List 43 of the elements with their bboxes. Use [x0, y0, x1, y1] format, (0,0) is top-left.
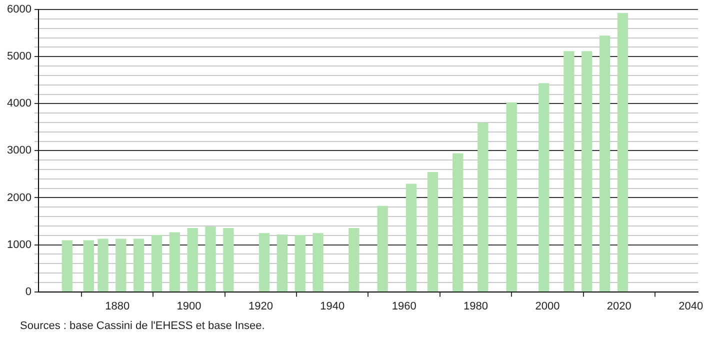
y-tick-label: 1000: [6, 238, 32, 251]
bar: [294, 235, 306, 292]
bar: [617, 13, 628, 292]
bar: [83, 240, 94, 292]
source-note: Sources : base Cassini de l'EHESS et base Insee.: [20, 320, 265, 332]
bar: [406, 184, 417, 292]
bar: [348, 228, 360, 292]
bar: [62, 240, 72, 292]
bar: [564, 51, 574, 292]
bar: [452, 153, 464, 292]
bar: [205, 226, 216, 292]
bar: [169, 232, 180, 292]
bar: [599, 36, 610, 292]
y-tick-label: 4000: [6, 98, 32, 110]
bar: [258, 233, 270, 292]
bar: [116, 238, 126, 292]
bar: [151, 235, 162, 292]
y-tick-label: 0: [25, 286, 32, 298]
bar: [582, 51, 592, 292]
x-tick-label: 1920: [248, 300, 273, 312]
bar: [187, 228, 198, 292]
bar: [312, 233, 324, 292]
bar: [506, 102, 517, 292]
x-tick-label: 1960: [392, 300, 416, 312]
bar: [538, 83, 550, 292]
bar: [276, 234, 288, 292]
bar: [134, 238, 144, 292]
y-tick-label: 6000: [6, 4, 32, 16]
bar: [377, 206, 388, 292]
y-tick-label: 3000: [6, 144, 32, 157]
x-tick-label: 1880: [105, 300, 130, 312]
x-tick-label: 2020: [606, 300, 632, 312]
x-tick-label: 1900: [176, 300, 202, 312]
y-tick-label: 5000: [6, 50, 32, 63]
bar: [98, 238, 108, 292]
bar: [223, 228, 234, 292]
bar: [427, 172, 438, 292]
x-tick-label: 1980: [464, 300, 488, 312]
x-tick-label: 2040: [678, 300, 704, 312]
x-tick-label: 2000: [535, 300, 560, 312]
y-tick-label: 2000: [6, 192, 32, 204]
bar: [478, 122, 488, 292]
x-tick-label: 1940: [320, 300, 345, 312]
